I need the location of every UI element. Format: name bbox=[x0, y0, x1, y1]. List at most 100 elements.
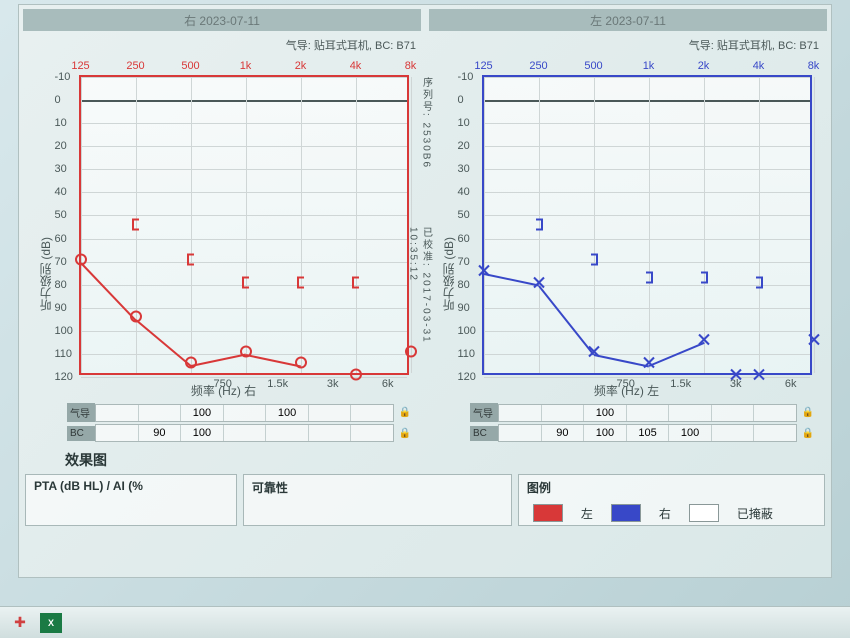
bc-point bbox=[697, 271, 711, 290]
health-icon[interactable]: ✚ bbox=[8, 611, 32, 635]
ac-point bbox=[184, 356, 198, 375]
legend-title: 图例 bbox=[519, 475, 824, 500]
ac-point bbox=[477, 264, 491, 283]
pta-panel: PTA (dB HL) / AI (% bbox=[25, 474, 237, 526]
table-cell bbox=[499, 405, 542, 421]
taskbar: ✚ X bbox=[0, 606, 850, 638]
ac-row-label: 气导 bbox=[470, 403, 498, 422]
lock-icon: 🔒 bbox=[398, 406, 412, 420]
table-cell bbox=[96, 425, 139, 441]
right-ac-cells: 100 100 bbox=[95, 404, 394, 422]
transducer-label-right: 气导: 贴耳式耳机, BC: B71 bbox=[25, 35, 422, 57]
bc-point bbox=[129, 218, 143, 237]
excel-icon[interactable]: X bbox=[40, 613, 62, 633]
table-cell bbox=[712, 425, 755, 441]
table-cell bbox=[669, 405, 712, 421]
bc-point bbox=[184, 252, 198, 271]
table-cell: 100 bbox=[266, 405, 309, 421]
ac-point bbox=[587, 344, 601, 363]
table-cell bbox=[309, 405, 352, 421]
bottom-panels: PTA (dB HL) / AI (% 可靠性 图例 左 右 已掩蔽 bbox=[19, 474, 831, 526]
reliability-title: 可靠性 bbox=[244, 475, 511, 500]
ac-point bbox=[74, 252, 88, 271]
left-subtable: 气导 100 🔒 BC 90100105100 🔒 bbox=[470, 403, 815, 442]
legend-label: 左 bbox=[581, 505, 593, 522]
effect-section-title: 效果图 bbox=[19, 444, 831, 474]
ac-point bbox=[239, 344, 253, 363]
table-cell: 100 bbox=[181, 405, 224, 421]
left-date-tab[interactable]: 左 2023-07-11 bbox=[429, 9, 827, 31]
table-cell bbox=[712, 405, 755, 421]
right-subtable: 气导 100100 🔒 BC 90100 🔒 bbox=[67, 403, 412, 442]
legend-swatch bbox=[533, 504, 563, 522]
table-cell bbox=[542, 405, 585, 421]
left-ear-block: 气导: 贴耳式耳机, BC: B71 听力级别 (dB) -1001020304… bbox=[428, 35, 825, 444]
lock-icon: 🔒 bbox=[398, 426, 412, 440]
ac-point bbox=[697, 333, 711, 352]
bc-point bbox=[294, 275, 308, 294]
table-cell: 90 bbox=[542, 425, 585, 441]
table-cell bbox=[224, 425, 267, 441]
bc-point bbox=[532, 218, 546, 237]
table-cell bbox=[627, 405, 670, 421]
pta-title: PTA (dB HL) / AI (% bbox=[26, 475, 236, 497]
legend-label: 右 bbox=[659, 505, 671, 522]
table-cell: 100 bbox=[584, 425, 627, 441]
table-cell bbox=[754, 405, 796, 421]
x-axis-label-right: 频率 (Hz) 右 bbox=[191, 382, 256, 399]
right-bc-cells: 90100 bbox=[95, 424, 394, 442]
x-axis-label-left: 频率 (Hz) 左 bbox=[594, 382, 659, 399]
table-cell bbox=[309, 425, 352, 441]
table-cell bbox=[499, 425, 542, 441]
lock-icon: 🔒 bbox=[801, 406, 815, 420]
bc-point bbox=[349, 275, 363, 294]
bc-point bbox=[587, 252, 601, 271]
bc-point bbox=[239, 275, 253, 294]
table-cell bbox=[96, 405, 139, 421]
ac-point bbox=[807, 333, 821, 352]
ac-row-label: 气导 bbox=[67, 403, 95, 422]
legend-swatch bbox=[689, 504, 719, 522]
ac-point bbox=[129, 310, 143, 329]
y-axis-label-left: 听力级别 (dB) bbox=[440, 237, 457, 311]
table-cell bbox=[754, 425, 796, 441]
legend-label: 已掩蔽 bbox=[737, 505, 773, 522]
table-cell bbox=[351, 405, 393, 421]
left-bc-cells: 90100105100 bbox=[498, 424, 797, 442]
legend-panel: 图例 左 右 已掩蔽 bbox=[518, 474, 825, 526]
table-cell: 100 bbox=[584, 405, 627, 421]
table-cell bbox=[139, 405, 182, 421]
audiometry-panel: 右 2023-07-11 左 2023-07-11 气导: 贴耳式耳机, BC:… bbox=[18, 4, 832, 578]
ac-point bbox=[349, 368, 363, 387]
y-axis-label-right: 听力级别 (dB) bbox=[37, 237, 54, 311]
legend-swatch bbox=[611, 504, 641, 522]
right-plot-area: -100102030405060708090100110120125250500… bbox=[79, 75, 409, 375]
ac-point bbox=[642, 356, 656, 375]
table-cell: 90 bbox=[139, 425, 182, 441]
right-date-tab[interactable]: 右 2023-07-11 bbox=[23, 9, 421, 31]
left-plot-area: -100102030405060708090100110120125250500… bbox=[482, 75, 812, 375]
legend-items: 左 右 已掩蔽 bbox=[519, 500, 824, 528]
bc-point bbox=[642, 271, 656, 290]
ac-point bbox=[729, 368, 743, 387]
left-ac-cells: 100 bbox=[498, 404, 797, 422]
lock-icon: 🔒 bbox=[801, 426, 815, 440]
ac-point bbox=[752, 368, 766, 387]
ac-point bbox=[532, 275, 546, 294]
right-audiogram: 听力级别 (dB) -10010203040506070809010011012… bbox=[29, 57, 419, 397]
ac-point bbox=[294, 356, 308, 375]
bc-point bbox=[752, 275, 766, 294]
table-cell: 100 bbox=[669, 425, 712, 441]
bc-row-label: BC bbox=[67, 426, 95, 441]
table-cell: 105 bbox=[627, 425, 670, 441]
table-cell bbox=[266, 425, 309, 441]
bc-row-label: BC bbox=[470, 426, 498, 441]
transducer-label-left: 气导: 贴耳式耳机, BC: B71 bbox=[428, 35, 825, 57]
table-cell bbox=[351, 425, 393, 441]
left-audiogram: 听力级别 (dB) -10010203040506070809010011012… bbox=[432, 57, 822, 397]
table-cell bbox=[224, 405, 267, 421]
date-tabs: 右 2023-07-11 左 2023-07-11 bbox=[19, 5, 831, 35]
right-ear-block: 气导: 贴耳式耳机, BC: B71 听力级别 (dB) -1001020304… bbox=[25, 35, 422, 444]
reliability-panel: 可靠性 bbox=[243, 474, 512, 526]
table-cell: 100 bbox=[181, 425, 224, 441]
